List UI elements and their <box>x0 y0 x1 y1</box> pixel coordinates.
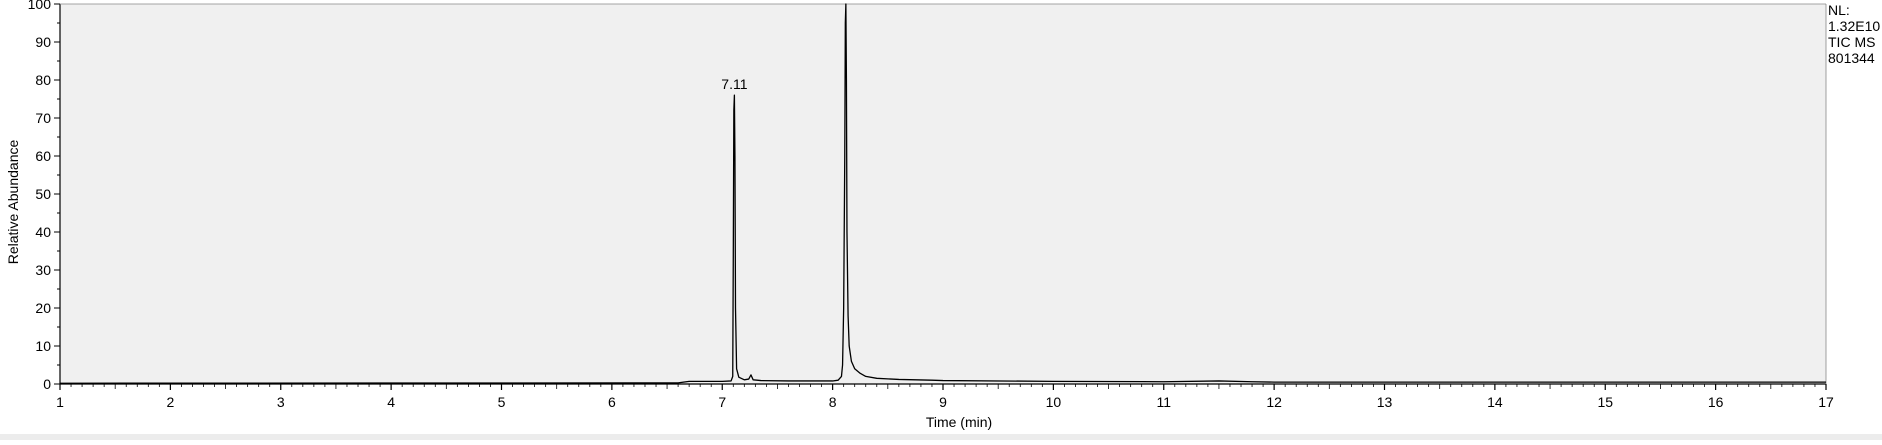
tic-trace <box>59 3 1826 384</box>
plot-background <box>60 4 1826 384</box>
x-tick-label: 9 <box>939 394 947 410</box>
x-tick-label: 17 <box>1818 394 1834 410</box>
info-text-line: 1.32E10 <box>1828 18 1880 34</box>
x-tick-label: 11 <box>1156 394 1171 410</box>
x-tick-label: 12 <box>1266 394 1282 410</box>
x-tick-label: 16 <box>1708 394 1724 410</box>
info-text-line: 801344 <box>1828 50 1875 66</box>
y-tick-label: 50 <box>35 186 51 202</box>
y-tick-label: 20 <box>35 300 51 316</box>
x-tick-label: 15 <box>1597 394 1613 410</box>
x-tick-label: 4 <box>387 394 395 410</box>
x-tick-label: 1 <box>56 394 64 410</box>
y-tick-label: 70 <box>35 110 51 126</box>
y-tick-label: 10 <box>35 338 51 354</box>
info-text-line: TIC MS <box>1828 34 1875 50</box>
y-tick-label: 80 <box>35 72 51 88</box>
x-tick-label: 8 <box>829 394 837 410</box>
y-axis-title: Relative Abundance <box>5 140 21 265</box>
x-tick-label: 7 <box>718 394 726 410</box>
x-tick-label: 5 <box>498 394 506 410</box>
y-tick-label: 90 <box>35 34 51 50</box>
x-tick-label: 2 <box>166 394 174 410</box>
peak-label: 7.11 <box>721 76 747 92</box>
y-tick-label: 40 <box>35 224 51 240</box>
x-tick-label: 14 <box>1487 394 1503 410</box>
bottom-strip <box>0 434 1882 440</box>
y-tick-label: 30 <box>35 262 51 278</box>
y-tick-label: 60 <box>35 148 51 164</box>
x-tick-label: 10 <box>1046 394 1062 410</box>
x-tick-label: 3 <box>277 394 285 410</box>
y-tick-label: 100 <box>28 0 52 12</box>
info-text-line: NL: <box>1828 2 1850 18</box>
x-tick-label: 13 <box>1377 394 1393 410</box>
x-axis-title: Time (min) <box>926 414 992 430</box>
x-tick-label: 6 <box>608 394 616 410</box>
y-tick-label: 0 <box>43 376 51 392</box>
peak-label: 8.12 <box>832 0 859 1</box>
